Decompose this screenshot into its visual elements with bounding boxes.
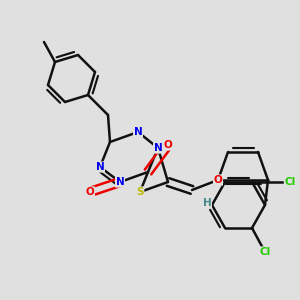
Text: O: O: [164, 140, 172, 150]
Text: N: N: [134, 127, 142, 137]
Text: N: N: [96, 162, 104, 172]
Text: N: N: [154, 143, 162, 153]
Text: O: O: [85, 187, 94, 197]
Text: N: N: [116, 177, 124, 187]
Text: Cl: Cl: [260, 247, 271, 257]
Text: Cl: Cl: [284, 177, 296, 187]
Text: H: H: [202, 198, 211, 208]
Text: S: S: [136, 187, 144, 197]
Text: O: O: [214, 175, 222, 185]
